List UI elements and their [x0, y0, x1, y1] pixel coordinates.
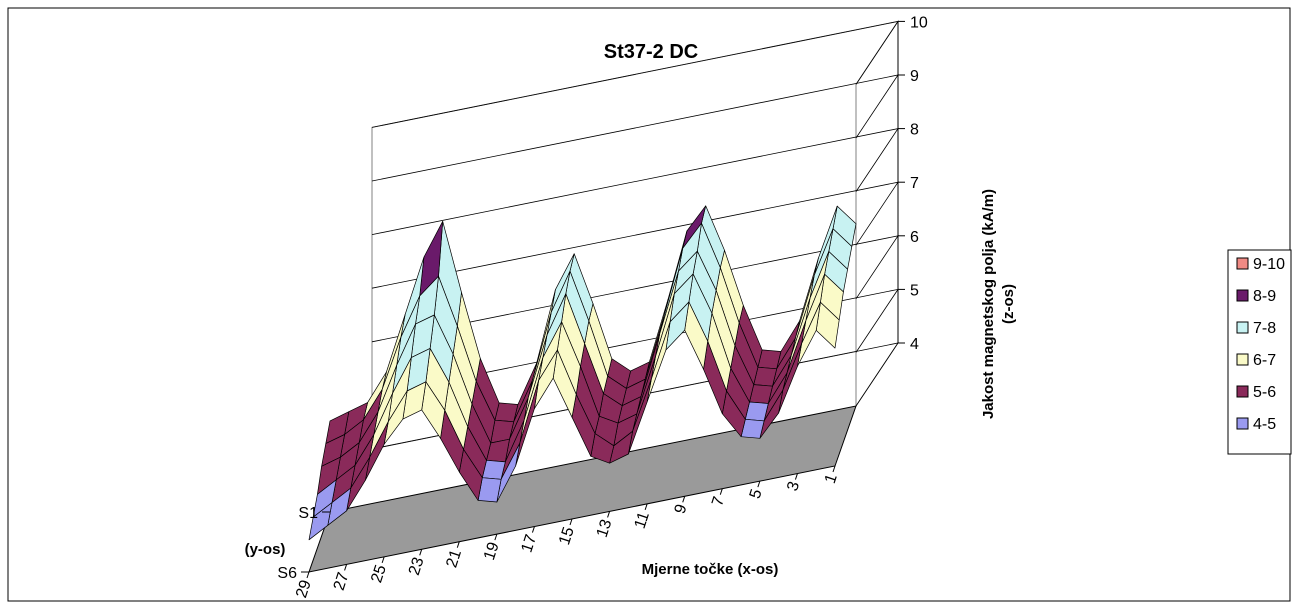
y-tick-label: S6: [277, 565, 297, 582]
x-tick-mark: [719, 488, 723, 495]
z-axis-title-group: Jakost magnetskog polja (kA/m) (z-os): [980, 189, 1017, 419]
x-tick-mark: [381, 556, 385, 564]
z-axis-ticks: 4 5 6 7 8 9 10: [897, 14, 928, 353]
legend-label: 7-8: [1253, 320, 1276, 337]
x-tick-label: 15: [556, 525, 578, 547]
legend-label: 4-5: [1253, 416, 1276, 433]
z-tick-label: 6: [910, 229, 919, 246]
z-axis-title: Jakost magnetskog polja (kA/m): [980, 189, 997, 419]
y-axis-ticks: S1 S6: [277, 505, 330, 582]
legend-swatch: [1236, 257, 1249, 270]
x-tick-label: 29: [293, 578, 315, 600]
legend-swatch: [1236, 353, 1249, 366]
x-tick-mark: [494, 533, 498, 541]
x-tick-mark: [794, 473, 798, 480]
x-tick-label: 11: [632, 510, 653, 531]
z-tick-label: 10: [910, 14, 928, 31]
x-axis-title: Mjerne točke (x-os): [642, 561, 779, 578]
legend-label: 5-6: [1253, 384, 1276, 401]
z-tick-label: 5: [910, 282, 919, 299]
x-tick-mark: [644, 503, 648, 511]
x-tick-mark: [832, 465, 836, 473]
chart-title: St37-2 DC: [604, 41, 698, 63]
x-tick-mark: [682, 496, 686, 503]
x-tick-label: 21: [443, 548, 465, 570]
y-tick-label: S1: [298, 505, 318, 522]
x-tick-mark: [344, 564, 348, 571]
legend-label: 8-9: [1253, 288, 1276, 305]
legend-swatch: [1236, 289, 1249, 302]
x-tick-mark: [419, 549, 423, 556]
x-tick-label: 17: [519, 532, 541, 554]
z-axis-title-unit: (z-os): [1000, 284, 1017, 324]
x-tick-label: 13: [594, 517, 616, 539]
z-tick-label: 8: [910, 122, 919, 139]
legend: 9-10 8-9 7-8 6-7 5-6 4-5: [1227, 249, 1292, 455]
surface-plot: [308, 205, 857, 541]
z-tick-label: 9: [910, 68, 919, 85]
z-tick-label: 7: [910, 175, 919, 192]
legend-swatch: [1236, 385, 1249, 398]
legend-label: 9-10: [1253, 256, 1285, 273]
x-tick-mark: [456, 541, 460, 548]
legend-label: 6-7: [1253, 352, 1276, 369]
legend-swatch: [1236, 321, 1249, 334]
x-tick-mark: [569, 518, 573, 526]
z-tick-label: 4: [910, 336, 919, 353]
x-tick-label: 19: [481, 540, 503, 562]
x-tick-mark: [607, 511, 611, 518]
y-axis-title: (y-os): [245, 541, 286, 558]
x-tick-label: 23: [406, 555, 428, 577]
legend-swatch: [1236, 417, 1249, 430]
x-tick-mark: [306, 571, 310, 579]
x-tick-mark: [757, 480, 761, 488]
x-tick-mark: [531, 526, 535, 533]
x-tick-label: 27: [331, 570, 353, 592]
x-tick-label: 25: [368, 563, 390, 585]
